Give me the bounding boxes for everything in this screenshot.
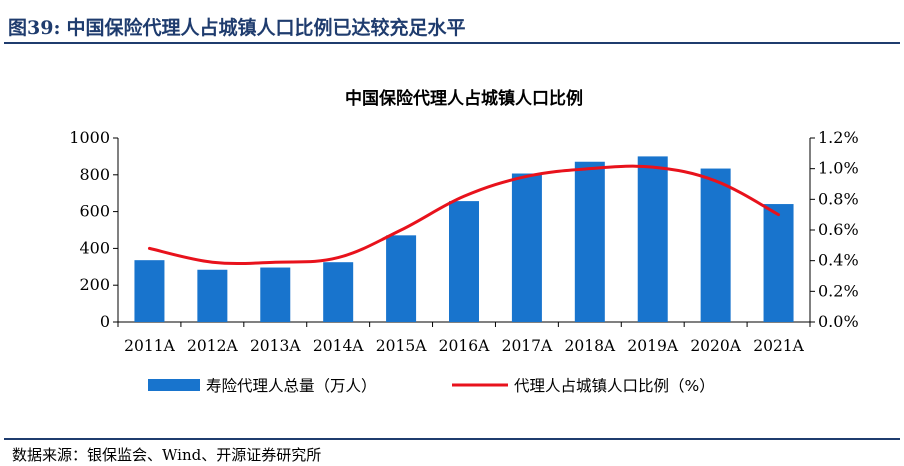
x-tick-label: 2018A: [564, 337, 615, 355]
bar: [763, 204, 794, 322]
source-note: 数据来源：银保监会、Wind、开源证券研究所: [12, 446, 322, 464]
bar: [511, 173, 542, 322]
x-axis: 2011A 2012A 2013A 2014A 2015A 2016A 2017A 2018A…: [117, 321, 811, 355]
bar: [386, 235, 417, 322]
bar: [637, 156, 668, 322]
right-tick-label: 0.4%: [818, 251, 859, 270]
x-tick-label: 2015A: [376, 337, 427, 355]
right-tick-label: 1.0%: [818, 159, 859, 178]
x-tick-label: 2013A: [250, 337, 301, 355]
bar: [323, 262, 354, 322]
figure-header: 图39: 中国保险代理人占城镇人口比例已达较充足水平: [0, 0, 904, 44]
footer-rule: [4, 438, 900, 440]
header-rule: [4, 42, 900, 44]
x-tick-label: 2020A: [690, 337, 741, 355]
right-tick-label: 0.0%: [818, 312, 859, 331]
x-tick-label: 2014A: [313, 337, 364, 355]
x-tick-label: 2017A: [502, 337, 553, 355]
left-tick-label: 600: [79, 202, 110, 221]
x-tick-label: 2012A: [187, 337, 238, 355]
bar: [197, 269, 228, 322]
left-tick-label: 0: [100, 312, 110, 331]
figure-title-text: 中国保险代理人占城镇人口比例已达较充足水平: [66, 17, 466, 39]
ratio-line: [147, 164, 781, 266]
left-y-axis: 0 200 400 600 800 1000: [69, 128, 119, 331]
x-tick-label: 2016A: [439, 337, 490, 355]
right-y-axis: 0.0% 0.2% 0.4% 0.6% 0.8% 1.0% 1.2%: [809, 128, 859, 331]
x-tick-label: 2011A: [124, 337, 175, 355]
right-tick-label: 0.6%: [818, 220, 859, 239]
x-tick-label: 2021A: [753, 337, 804, 355]
left-tick-label: 1000: [69, 128, 110, 147]
right-tick-label: 0.2%: [818, 281, 859, 300]
bar: [260, 267, 291, 322]
line-series: [147, 164, 781, 266]
bar: [134, 260, 165, 322]
legend-label-bar: 寿险代理人总量（万人）: [206, 377, 377, 395]
left-tick-label: 400: [79, 238, 110, 257]
bar: [700, 168, 731, 322]
legend-label-line: 代理人占城镇人口比例（%）: [514, 377, 715, 395]
right-tick-label: 0.8%: [818, 189, 859, 208]
left-tick-label: 200: [79, 275, 110, 294]
bar: [574, 161, 605, 322]
legend-swatch-bar: [148, 379, 200, 391]
x-tick-label: 2019A: [627, 337, 678, 355]
chart-title: 中国保险代理人占城镇人口比例: [345, 88, 583, 109]
left-tick-label: 800: [79, 165, 110, 184]
bar-series: [134, 156, 794, 322]
bar: [449, 201, 479, 322]
legend: 寿险代理人总量（万人） 代理人占城镇人口比例（%）: [148, 377, 715, 395]
figure-number: 图39:: [8, 17, 61, 39]
figure-title: 图39: 中国保险代理人占城镇人口比例已达较充足水平: [8, 13, 465, 40]
right-tick-label: 1.2%: [818, 128, 859, 147]
